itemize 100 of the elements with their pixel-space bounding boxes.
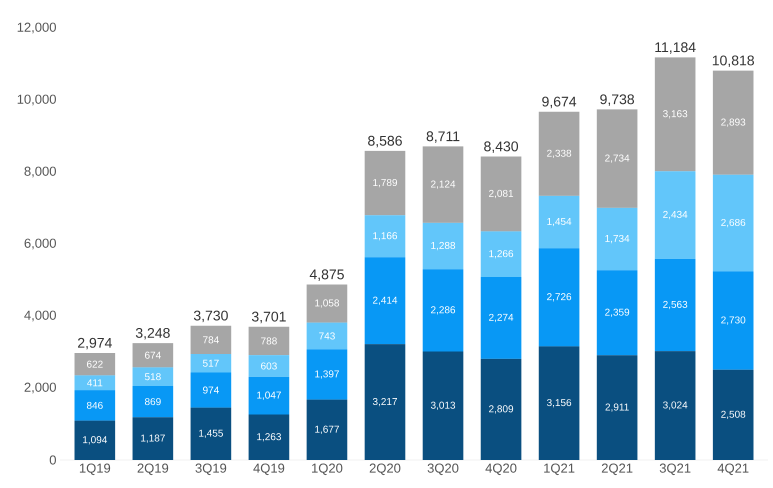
data-label: 846 <box>86 402 103 409</box>
data-label: 1,058 <box>315 299 340 308</box>
data-label: 518 <box>144 373 161 380</box>
x-tick-label: 3Q19 <box>195 464 226 476</box>
data-label: 2,286 <box>431 306 456 315</box>
y-tick-label: 6,000 <box>24 238 56 250</box>
bar <box>596 355 638 460</box>
bar <box>248 376 290 415</box>
bar <box>596 270 638 356</box>
data-label: 2,809 <box>489 405 514 414</box>
data-label: 674 <box>145 352 161 359</box>
data-label: 622 <box>86 360 103 368</box>
bar <box>248 414 290 460</box>
bar <box>248 355 290 377</box>
x-tick-label: 2Q19 <box>138 464 168 476</box>
x-tick-label: 4Q21 <box>718 464 748 476</box>
bar <box>422 269 464 352</box>
bar <box>132 417 174 460</box>
x-tick-label: 3Q21 <box>660 464 690 476</box>
bar <box>248 326 290 356</box>
data-label: 1,166 <box>373 232 398 240</box>
data-label: 2,508 <box>721 410 746 419</box>
data-label: 3,156 <box>546 399 572 408</box>
bar <box>306 349 348 400</box>
data-label: 3,013 <box>430 402 456 410</box>
x-tick-label: 2Q20 <box>370 464 400 476</box>
data-label: 517 <box>202 360 219 367</box>
data-label: 1,789 <box>373 178 398 188</box>
data-label: 784 <box>203 336 219 344</box>
bar <box>712 370 754 460</box>
y-tick-label: 0 <box>50 455 56 465</box>
data-label: 974 <box>203 386 219 394</box>
total-label: 8,711 <box>426 131 460 143</box>
data-label: 1,454 <box>547 218 572 226</box>
bar <box>654 258 696 352</box>
bar <box>422 222 464 270</box>
bar <box>306 284 348 323</box>
data-label: 1,455 <box>199 430 223 438</box>
bar <box>364 344 406 460</box>
bar <box>190 372 232 408</box>
bar <box>190 408 232 460</box>
data-label: 2,734 <box>605 154 630 163</box>
data-label: 788 <box>261 337 277 344</box>
bar <box>190 326 232 354</box>
bar <box>654 57 696 172</box>
data-label: 1,047 <box>257 392 281 400</box>
bar <box>364 215 406 258</box>
total-label: 10,818 <box>712 55 754 68</box>
y-tick-label: 8,000 <box>24 166 56 178</box>
data-label: 869 <box>144 398 161 406</box>
data-label: 2,414 <box>372 296 398 305</box>
data-label: 3,217 <box>372 398 397 406</box>
bar <box>132 367 174 386</box>
bar <box>538 248 580 346</box>
data-label: 1,734 <box>605 234 630 244</box>
bar <box>480 277 522 359</box>
y-tick-label: 10,000 <box>18 94 56 106</box>
data-label: 2,911 <box>605 403 629 412</box>
bar <box>306 400 348 460</box>
x-tick-label: 3Q20 <box>428 464 458 476</box>
total-label: 9,674 <box>542 96 576 108</box>
bar <box>596 109 638 208</box>
data-label: 2,563 <box>663 300 688 310</box>
data-label: 1,397 <box>315 370 339 379</box>
bar <box>132 386 174 418</box>
data-label: 2,274 <box>489 314 514 322</box>
data-label: 2,726 <box>547 293 572 302</box>
bar <box>712 174 754 272</box>
bar <box>480 231 522 278</box>
bar <box>596 208 638 270</box>
bar <box>74 375 116 390</box>
bar <box>712 70 754 175</box>
x-tick-label: 1Q20 <box>312 464 342 476</box>
data-label: 3,163 <box>663 110 688 118</box>
x-tick-label: 2Q21 <box>602 464 632 476</box>
data-label: 2,893 <box>721 118 746 127</box>
data-label: 3,024 <box>663 401 688 410</box>
y-tick-label: 4,000 <box>24 310 56 322</box>
data-label: 1,094 <box>83 436 108 444</box>
data-label: 2,338 <box>547 150 572 158</box>
data-label: 411 <box>87 379 102 386</box>
total-label: 8,586 <box>368 136 402 148</box>
bar <box>132 343 174 368</box>
bar <box>538 196 580 248</box>
total-label: 11,184 <box>655 42 696 54</box>
total-label: 3,701 <box>252 312 286 324</box>
total-label: 3,730 <box>194 310 228 322</box>
data-label: 743 <box>319 332 335 340</box>
x-tick-label: 1Q19 <box>80 464 110 476</box>
bar <box>74 420 116 460</box>
bar <box>422 146 464 223</box>
bar <box>538 112 580 196</box>
x-tick-label: 4Q20 <box>485 464 516 476</box>
x-tick-label: 4Q19 <box>253 464 284 476</box>
bar <box>654 351 696 460</box>
bar <box>712 271 754 370</box>
bar <box>364 257 406 344</box>
total-label: 3,248 <box>136 328 170 340</box>
total-label: 8,430 <box>484 141 518 153</box>
data-label: 603 <box>261 362 277 370</box>
